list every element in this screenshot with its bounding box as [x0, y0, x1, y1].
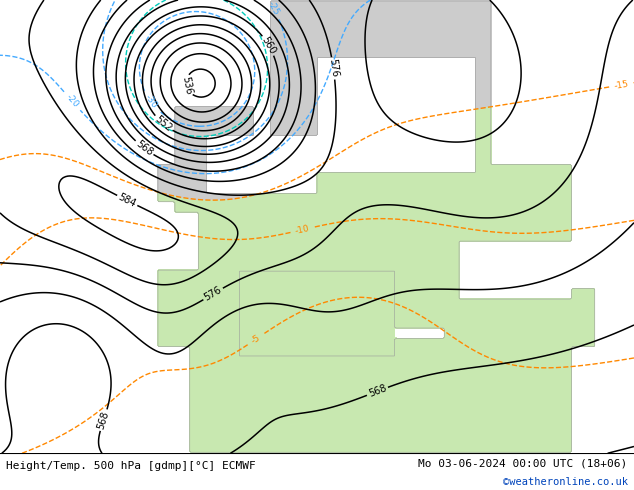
Text: -30: -30 — [143, 93, 158, 110]
Text: 576: 576 — [202, 285, 224, 303]
Text: Height/Temp. 500 hPa [gdmp][°C] ECMWF: Height/Temp. 500 hPa [gdmp][°C] ECMWF — [6, 461, 256, 471]
Text: 560: 560 — [260, 35, 278, 56]
Text: 576: 576 — [327, 58, 340, 78]
Text: 568: 568 — [134, 139, 155, 158]
Text: Mo 03-06-2024 00:00 UTC (18+06): Mo 03-06-2024 00:00 UTC (18+06) — [418, 459, 628, 468]
Text: ©weatheronline.co.uk: ©weatheronline.co.uk — [503, 477, 628, 487]
Text: -15: -15 — [613, 79, 630, 91]
Text: 584: 584 — [117, 192, 138, 209]
Text: -10: -10 — [294, 224, 311, 236]
Text: -25: -25 — [266, 0, 281, 17]
Text: 568: 568 — [367, 383, 388, 399]
Text: -20: -20 — [64, 93, 81, 110]
Text: 568: 568 — [96, 410, 111, 430]
Text: 536: 536 — [180, 75, 193, 96]
Text: -5: -5 — [249, 333, 262, 345]
Text: 552: 552 — [153, 114, 174, 134]
